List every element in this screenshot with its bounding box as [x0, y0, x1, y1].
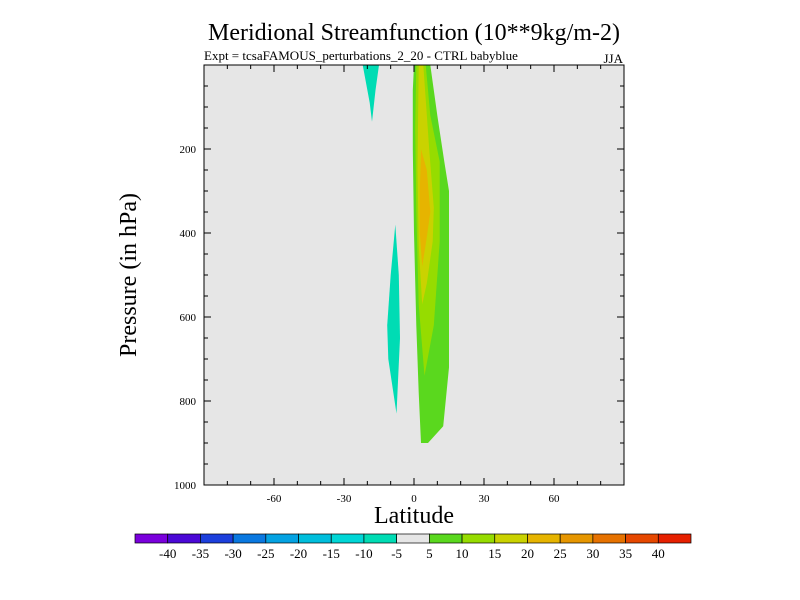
y-tick-label: 1000 — [174, 480, 197, 492]
colorbar-label: -5 — [391, 546, 402, 561]
x-tick-label: 30 — [479, 493, 491, 505]
colorbar-labels: -40 -35 -30 -25 -20 -15 -10 -5 5 10 15 20 25 30 35 40 — [159, 546, 665, 561]
colorbar-swatch — [134, 533, 169, 544]
colorbar — [134, 533, 692, 544]
colorbar-label: -20 — [290, 546, 307, 561]
y-tick-label: 800 — [180, 396, 197, 408]
x-tick-label: -60 — [267, 493, 282, 505]
colorbar-swatch — [298, 533, 332, 544]
x-tick-label: -30 — [337, 493, 352, 505]
colorbar-swatch — [232, 533, 267, 544]
colorbar-label: -25 — [257, 546, 274, 561]
colorbar-swatch — [200, 533, 234, 544]
x-tick-label: 0 — [411, 493, 417, 505]
colorbar-swatch — [167, 533, 201, 544]
colorbar-label: -30 — [224, 546, 241, 561]
x-tick-label: 60 — [549, 493, 561, 505]
contour-region-sh-lower-negative — [387, 224, 400, 414]
colorbar-swatch — [625, 533, 659, 544]
chart-title: Meridional Streamfunction (10**9kg/m-2) — [208, 20, 620, 46]
colorbar-label: 20 — [521, 546, 534, 561]
colorbar-label: 25 — [554, 546, 567, 561]
colorbar-label: 30 — [586, 546, 599, 561]
y-tick-label: 400 — [180, 228, 197, 240]
colorbar-swatch — [559, 533, 594, 544]
colorbar-swatch — [527, 533, 561, 544]
colorbar-label: 10 — [456, 546, 469, 561]
contour-fills — [362, 65, 449, 443]
x-axis-label: Latitude — [374, 503, 454, 529]
colorbar-swatch — [657, 533, 692, 544]
colorbar-swatch — [429, 533, 463, 544]
colorbar-swatch — [363, 533, 398, 544]
y-axis-label: Pressure (in hPa) — [116, 193, 142, 357]
season-label: JJA — [603, 51, 623, 66]
colorbar-swatch — [494, 533, 528, 544]
contour-region-positive-20-25 — [419, 149, 431, 267]
colorbar-label: -40 — [159, 546, 176, 561]
colorbar-label: -10 — [355, 546, 372, 561]
colorbar-swatch — [592, 533, 626, 544]
colorbar-label: -15 — [323, 546, 340, 561]
colorbar-swatch — [265, 533, 299, 544]
y-tick-label: 200 — [180, 144, 197, 156]
colorbar-label: 35 — [619, 546, 632, 561]
colorbar-label: 40 — [652, 546, 665, 561]
y-tick-labels: 200 400 600 800 1000 — [174, 144, 197, 492]
colorbar-label: 5 — [426, 546, 433, 561]
tick-marks — [204, 65, 624, 485]
x-tick-labels: -60 -30 0 30 60 — [267, 493, 560, 505]
y-tick-label: 600 — [180, 312, 197, 324]
contour-region-nh-upper-negative — [362, 65, 379, 122]
plot-area: -60 -30 0 30 60 200 400 600 800 1000 — [174, 64, 625, 505]
chart-subtitle: Expt = tcsaFAMOUS_perturbations_2_20 - C… — [204, 48, 518, 63]
colorbar-swatch — [396, 533, 430, 544]
colorbar-label: -35 — [192, 546, 209, 561]
colorbar-swatch — [461, 533, 496, 544]
colorbar-label: 15 — [488, 546, 501, 561]
colorbar-swatch — [330, 533, 365, 544]
